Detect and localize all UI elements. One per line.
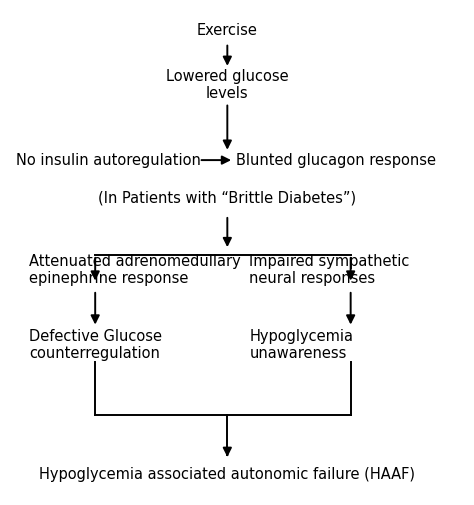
Text: Hypoglycemia associated autonomic failure (HAAF): Hypoglycemia associated autonomic failur…	[39, 467, 415, 482]
Text: Attenuated adrenomedullary
epinephrine response: Attenuated adrenomedullary epinephrine r…	[29, 254, 241, 286]
Text: Hypoglycemia
unawareness: Hypoglycemia unawareness	[249, 329, 353, 361]
Text: Exercise: Exercise	[197, 23, 258, 38]
Text: Lowered glucose
levels: Lowered glucose levels	[166, 69, 289, 102]
Text: Blunted glucagon response: Blunted glucagon response	[236, 153, 436, 168]
Text: (In Patients with “Brittle Diabetes”): (In Patients with “Brittle Diabetes”)	[98, 190, 356, 205]
Text: No insulin autoregulation: No insulin autoregulation	[16, 153, 201, 168]
Text: Defective Glucose
counterregulation: Defective Glucose counterregulation	[29, 329, 162, 361]
Text: Impaired sympathetic
neural responses: Impaired sympathetic neural responses	[249, 254, 410, 286]
